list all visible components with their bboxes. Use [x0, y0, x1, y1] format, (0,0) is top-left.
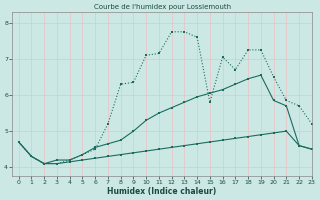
Title: Courbe de l'humidex pour Lossiemouth: Courbe de l'humidex pour Lossiemouth — [93, 4, 231, 10]
X-axis label: Humidex (Indice chaleur): Humidex (Indice chaleur) — [108, 187, 217, 196]
